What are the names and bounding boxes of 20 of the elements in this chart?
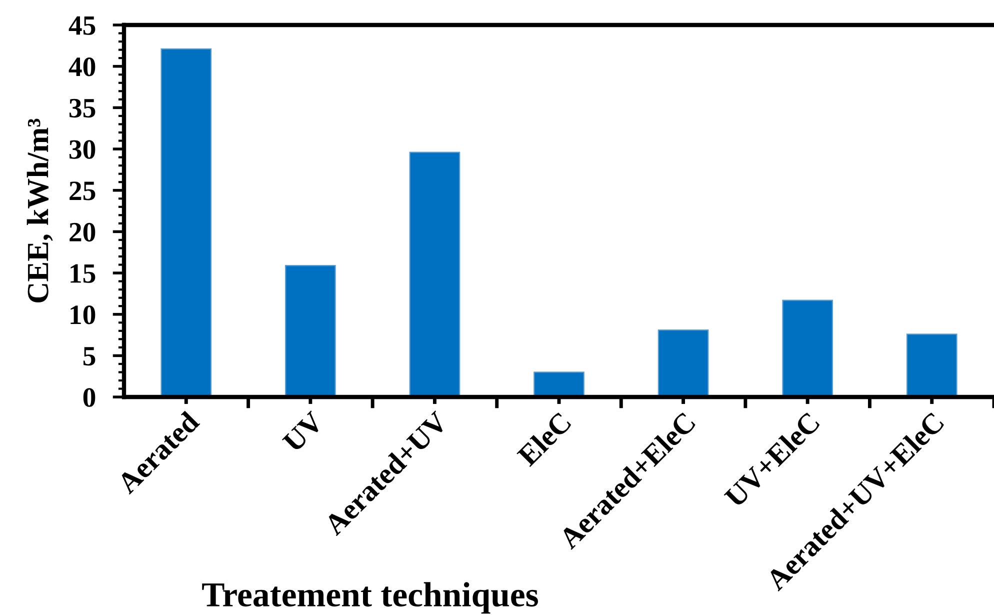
- y-tick-label: 25: [70, 182, 96, 200]
- x-tick-label: UV: [282, 410, 325, 454]
- bar: [534, 372, 584, 397]
- y-axis-title: CEE, kWh/m³: [26, 118, 53, 302]
- bar: [658, 329, 709, 397]
- y-tick-label: 35: [69, 98, 96, 118]
- y-tick-label: 20: [70, 222, 96, 242]
- y-tick-label: 15: [70, 264, 96, 283]
- y-tick-label: 10: [70, 306, 96, 324]
- y-tick-label: 40: [68, 58, 96, 76]
- bar: [285, 265, 336, 397]
- bar: [906, 334, 958, 397]
- y-tick-label: 5: [83, 347, 96, 366]
- x-axis-title: Treatement techniques: [202, 582, 538, 614]
- bar: [782, 300, 833, 397]
- y-tick-label: 30: [69, 140, 96, 159]
- bar: [409, 152, 460, 397]
- y-tick-label: 0: [83, 388, 96, 407]
- y-tick-label: 45: [68, 16, 96, 35]
- bar: [160, 48, 212, 397]
